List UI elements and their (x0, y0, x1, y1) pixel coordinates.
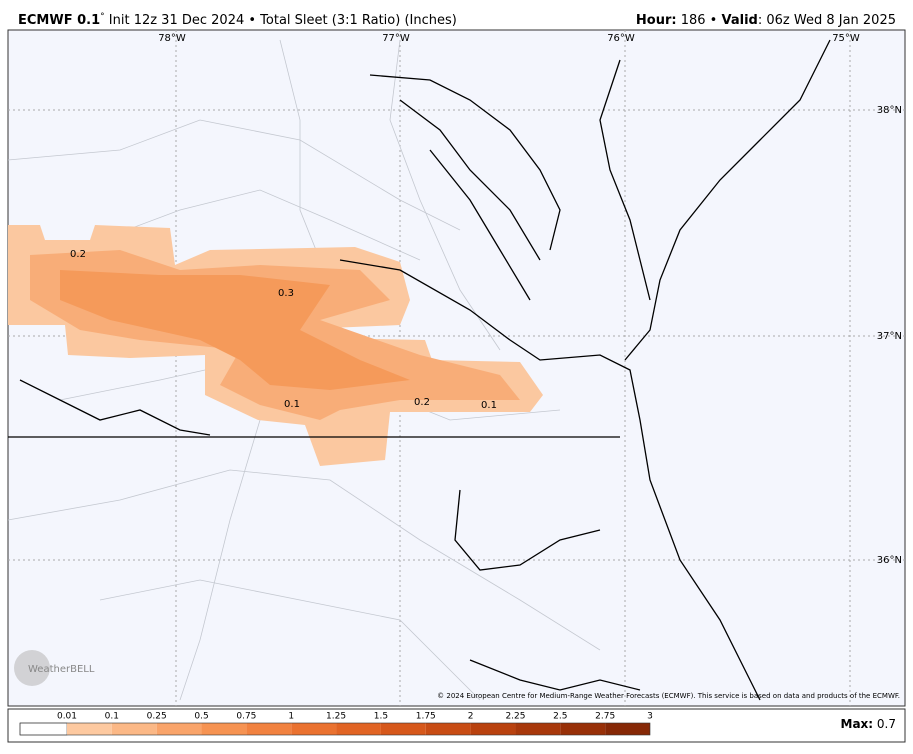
latitude-label: 37°N (877, 331, 902, 342)
colorbar-cell (425, 723, 471, 735)
logo: WeatherBELL (14, 650, 95, 686)
colorbar-cell (515, 723, 561, 735)
colorbar-label: 0.1 (105, 712, 119, 722)
header-right: Hour: 186 • Valid: 06z Wed 8 Jan 2025 (636, 13, 896, 28)
degree: ° (100, 12, 105, 22)
coastline (19, 39, 831, 701)
colorbar-label: 0.5 (194, 712, 208, 722)
sleet-shading (8, 225, 543, 466)
latitude-label: 36°N (877, 555, 902, 566)
contour-label: 0.2 (70, 249, 86, 260)
longitude-label: 78°W (158, 33, 186, 44)
map-labels: 78°W 77°W 76°W 75°W 38°N 37°N 36°N 0.2 0.3 0.1 0.2… (70, 33, 902, 566)
colorbar-cell (19, 722, 68, 736)
copyright: © 2024 European Centre for Medium-Range … (437, 692, 900, 700)
contour-label: 0.1 (481, 400, 497, 411)
colorbar-label: 1.75 (416, 712, 436, 722)
colorbar-cell (246, 723, 292, 735)
colorbar-label: 0.25 (147, 712, 167, 722)
colorbar-label: 2.75 (595, 712, 615, 722)
model: ECMWF 0.1 (18, 13, 100, 28)
colorbar-cell (470, 723, 516, 735)
max-value: Max: 0.7 (841, 717, 896, 731)
max-label: Max: (841, 717, 874, 731)
colorbar: 0.01 0.1 0.25 0.5 0.75 1 1.25 1.5 1.75 2 2.25 2.5 2.… (19, 712, 653, 736)
contour-label: 0.2 (414, 397, 430, 408)
valid: : 06z Wed 8 Jan 2025 (758, 13, 896, 28)
colorbar-label: 0.01 (57, 712, 77, 722)
colorbar-label: 2 (468, 712, 474, 722)
colorbar-label: 1.5 (374, 712, 388, 722)
latitude-label: 38°N (877, 105, 902, 116)
colorbar-label: 0.75 (236, 712, 256, 722)
colorbar-cell (291, 723, 337, 735)
colorbar-cell (156, 723, 202, 735)
contour-label: 0.3 (278, 288, 294, 299)
hour: 186 • (677, 13, 722, 28)
hour-label: Hour: (636, 13, 677, 28)
valid-label: Valid (722, 13, 758, 28)
colorbar-cell (111, 723, 157, 735)
header-left: ECMWF 0.1° Init 12z 31 Dec 2024 • Total … (18, 12, 457, 28)
contour-label: 0.1 (284, 399, 300, 410)
colorbar-cell (380, 723, 426, 735)
colorbar-cell (336, 723, 381, 735)
longitude-label: 76°W (607, 33, 635, 44)
colorbar-label: 2.25 (505, 712, 525, 722)
logo-text: WeatherBELL (28, 664, 95, 675)
colorbar-cell (201, 723, 247, 735)
colorbar-outline (19, 722, 651, 736)
colorbar-cell (605, 723, 650, 735)
max: 0.7 (873, 717, 896, 731)
colorbar-label: 1 (288, 712, 294, 722)
colorbar-label: 2.5 (553, 712, 567, 722)
colorbar-label: 3 (647, 712, 653, 722)
longitude-label: 75°W (832, 33, 860, 44)
run: Init 12z 31 Dec 2024 • Total Sleet (3:1 … (105, 13, 457, 28)
colorbar-cell (560, 723, 606, 735)
colorbar-cell (67, 723, 112, 735)
colorbar-label: 1.25 (326, 712, 346, 722)
longitude-label: 77°W (382, 33, 410, 44)
